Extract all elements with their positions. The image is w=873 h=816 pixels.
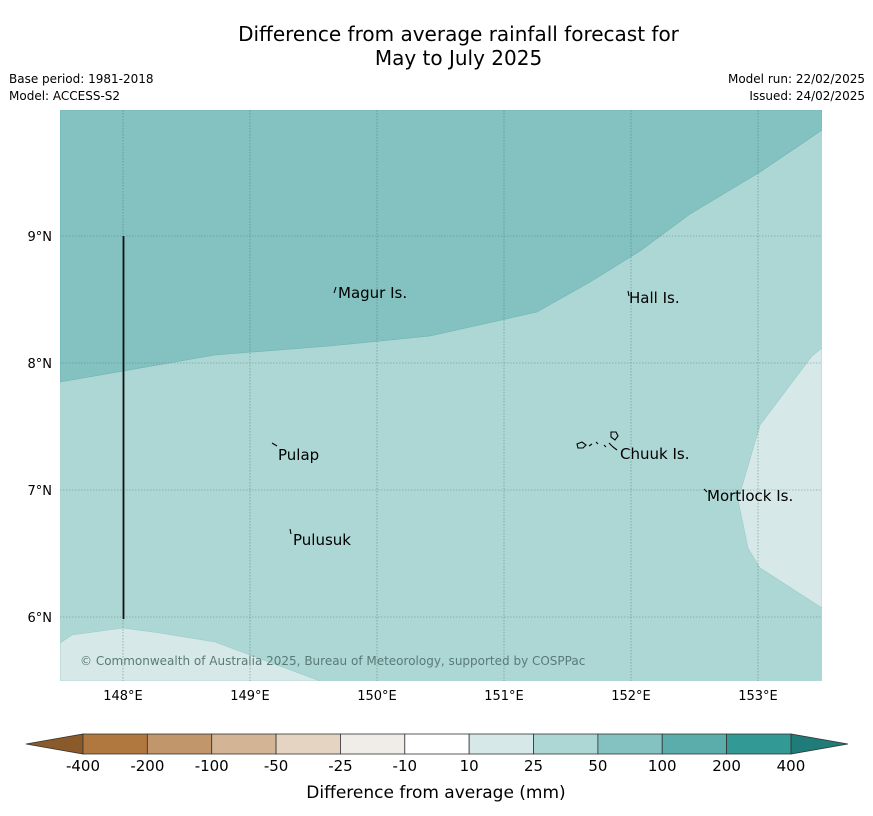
colorbar: -400 -200 -100 -50 -25 -10 10 25 50 100 200 400 Dif… xyxy=(25,733,849,803)
place-label-pulusuk: Pulusuk xyxy=(293,531,351,549)
colorbar-left-arrow xyxy=(25,733,84,755)
y-tick-8n: 8°N xyxy=(28,357,53,372)
colorbar-tick-label: -10 xyxy=(393,757,418,775)
map-title-line1: Difference from average rainfall forecas… xyxy=(238,22,679,46)
colorbar-swatch xyxy=(468,733,534,755)
x-tick-152e: 152°E xyxy=(611,689,651,704)
meta-left: Base period: 1981-2018 Model: ACCESS-S2 xyxy=(9,71,154,105)
colorbar-tick-label: 100 xyxy=(648,757,677,775)
colorbar-tick-label: -100 xyxy=(195,757,229,775)
colorbar-tick-label: 400 xyxy=(777,757,806,775)
colorbar-swatch xyxy=(661,733,727,755)
y-axis-labels: 9°N 8°N 7°N 6°N xyxy=(28,230,53,626)
y-tick-9n: 9°N xyxy=(28,230,53,245)
base-period-text: Base period: 1981-2018 xyxy=(9,72,154,86)
colorbar-swatch xyxy=(533,733,599,755)
colorbar-title: Difference from average (mm) xyxy=(306,783,565,803)
colorbar-swatch xyxy=(597,733,663,755)
colorbar-swatch xyxy=(340,733,406,755)
colorbar-tick-label: -25 xyxy=(328,757,353,775)
island-pulusuk xyxy=(289,528,292,535)
x-tick-149e: 149°E xyxy=(230,689,270,704)
island-magur xyxy=(333,286,337,294)
x-tick-151e: 151°E xyxy=(484,689,524,704)
issued-text: Issued: 24/02/2025 xyxy=(749,89,865,103)
x-tick-148e: 148°E xyxy=(103,689,143,704)
colorbar-tick-label: 200 xyxy=(712,757,741,775)
place-label-pulap: Pulap xyxy=(278,446,319,464)
colorbar-swatch xyxy=(211,733,277,755)
place-label-magur: Magur Is. xyxy=(338,284,407,302)
map-title: Difference from average rainfall forecas… xyxy=(0,22,873,70)
colorbar-tick-label: -50 xyxy=(264,757,289,775)
y-tick-7n: 7°N xyxy=(28,484,53,499)
colorbar-swatch xyxy=(146,733,213,755)
x-tick-150e: 150°E xyxy=(357,689,397,704)
x-axis-labels: 148°E 149°E 150°E 151°E 152°E 153°E xyxy=(103,689,778,704)
meta-right: Model run: 22/02/2025 Issued: 24/02/2025 xyxy=(728,71,865,105)
place-label-mortlock: Mortlock Is. xyxy=(707,487,793,505)
place-label-hall: Hall Is. xyxy=(629,289,680,307)
island-hall xyxy=(627,290,630,297)
zone-10-25-east xyxy=(737,347,822,609)
model-text: Model: ACCESS-S2 xyxy=(9,89,121,103)
colorbar-swatch xyxy=(726,733,792,755)
colorbar-swatch xyxy=(82,733,148,755)
island-chuuk-lagoon xyxy=(576,431,619,451)
zone-10-25-south xyxy=(60,627,321,681)
colorbar-tick-label: -200 xyxy=(130,757,164,775)
map-plot-area: Magur Is. Hall Is. Pulap Chuuk Is. Mortl… xyxy=(60,110,822,681)
island-outlines xyxy=(271,286,708,535)
island-pulap xyxy=(271,442,278,447)
colorbar-swatch xyxy=(275,733,341,755)
model-run-text: Model run: 22/02/2025 xyxy=(727,72,865,86)
map-title-line2: May to July 2025 xyxy=(374,46,543,70)
colorbar-tick-label: 50 xyxy=(588,757,607,775)
zone-50-100 xyxy=(60,110,822,383)
colorbar-swatch xyxy=(404,733,470,755)
y-tick-6n: 6°N xyxy=(28,611,53,626)
x-tick-153e: 153°E xyxy=(738,689,778,704)
island-mortlock xyxy=(703,488,708,493)
colorbar-tick-label: 10 xyxy=(460,757,479,775)
colorbar-tick-label: 25 xyxy=(524,757,543,775)
copyright-text: © Commonwealth of Australia 2025, Bureau… xyxy=(80,654,585,668)
colorbar-right-arrow xyxy=(790,733,849,755)
place-label-chuuk: Chuuk Is. xyxy=(620,445,689,463)
colorbar-tick-label: -400 xyxy=(66,757,100,775)
